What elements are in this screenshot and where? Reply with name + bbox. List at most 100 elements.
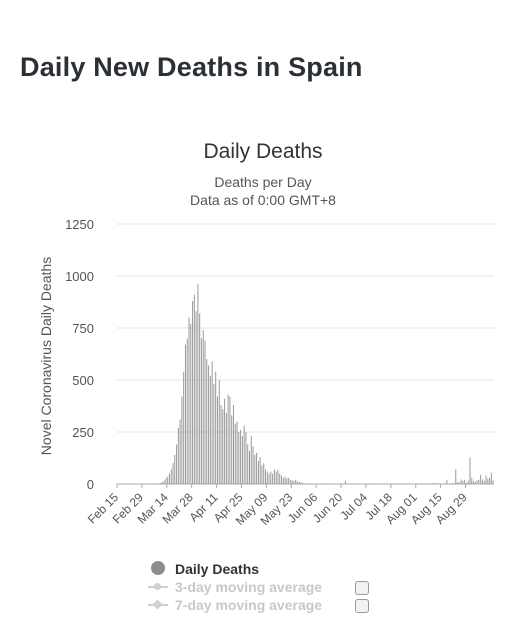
bar[interactable] bbox=[218, 380, 220, 484]
bar[interactable] bbox=[259, 456, 261, 484]
bar[interactable] bbox=[272, 473, 274, 484]
bar[interactable] bbox=[458, 482, 460, 484]
legend-item-7-day-average[interactable]: 7-day moving average bbox=[148, 596, 408, 614]
bar[interactable] bbox=[261, 465, 263, 484]
bar[interactable] bbox=[473, 480, 475, 484]
bar[interactable] bbox=[490, 472, 492, 484]
bar[interactable] bbox=[177, 427, 179, 484]
bar[interactable] bbox=[464, 479, 466, 484]
bar[interactable] bbox=[165, 478, 167, 484]
bar[interactable] bbox=[195, 311, 197, 484]
bar[interactable] bbox=[480, 474, 482, 484]
bar[interactable] bbox=[181, 396, 183, 484]
bar[interactable] bbox=[421, 483, 423, 484]
bar[interactable] bbox=[279, 473, 281, 484]
bar[interactable] bbox=[286, 478, 288, 484]
bar[interactable] bbox=[257, 461, 259, 484]
bar[interactable] bbox=[492, 480, 494, 484]
bar[interactable] bbox=[183, 371, 185, 484]
bar[interactable] bbox=[264, 469, 266, 484]
bar[interactable] bbox=[197, 284, 199, 484]
bar[interactable] bbox=[179, 419, 181, 484]
checkbox-7-day-average[interactable] bbox=[355, 599, 369, 613]
bar[interactable] bbox=[252, 446, 254, 484]
bar[interactable] bbox=[167, 476, 169, 484]
bar[interactable] bbox=[176, 444, 178, 484]
bar[interactable] bbox=[161, 481, 163, 484]
bar[interactable] bbox=[220, 404, 222, 484]
bar[interactable] bbox=[280, 475, 282, 484]
bar[interactable] bbox=[275, 471, 277, 484]
bar[interactable] bbox=[202, 330, 204, 484]
bar[interactable] bbox=[163, 480, 165, 484]
bar[interactable] bbox=[209, 375, 211, 484]
bar[interactable] bbox=[206, 359, 208, 484]
bar[interactable] bbox=[284, 476, 286, 484]
bar[interactable] bbox=[190, 323, 192, 484]
bar[interactable] bbox=[236, 421, 238, 484]
checkbox-3-day-average[interactable] bbox=[355, 581, 369, 595]
bar[interactable] bbox=[288, 477, 290, 484]
bar[interactable] bbox=[478, 479, 480, 484]
bar[interactable] bbox=[297, 481, 298, 485]
bar[interactable] bbox=[184, 344, 186, 484]
bar[interactable] bbox=[304, 483, 306, 484]
bar[interactable] bbox=[485, 475, 487, 484]
bar[interactable] bbox=[234, 423, 236, 484]
bar[interactable] bbox=[256, 452, 258, 484]
bar[interactable] bbox=[273, 469, 275, 484]
bar[interactable] bbox=[457, 481, 459, 484]
bar[interactable] bbox=[254, 454, 256, 484]
bar[interactable] bbox=[268, 473, 270, 484]
bar[interactable] bbox=[224, 398, 226, 484]
bar[interactable] bbox=[293, 480, 295, 484]
bar[interactable] bbox=[245, 432, 247, 484]
bar[interactable] bbox=[455, 469, 457, 484]
bar[interactable] bbox=[295, 479, 297, 484]
bar[interactable] bbox=[487, 478, 489, 484]
bar[interactable] bbox=[172, 463, 174, 484]
bar[interactable] bbox=[289, 479, 291, 484]
bar[interactable] bbox=[216, 396, 218, 484]
bar[interactable] bbox=[215, 371, 217, 484]
bar[interactable] bbox=[204, 340, 206, 484]
bar[interactable] bbox=[451, 483, 453, 484]
bar[interactable] bbox=[277, 469, 279, 484]
bar[interactable] bbox=[250, 436, 252, 484]
bar[interactable] bbox=[200, 338, 202, 484]
bar[interactable] bbox=[188, 317, 190, 484]
bar[interactable] bbox=[232, 404, 234, 484]
bar[interactable] bbox=[481, 479, 483, 484]
bar[interactable] bbox=[213, 384, 215, 484]
bar[interactable] bbox=[211, 361, 213, 484]
bar[interactable] bbox=[241, 436, 243, 484]
bar[interactable] bbox=[193, 294, 195, 484]
bar[interactable] bbox=[192, 300, 194, 484]
bar[interactable] bbox=[300, 482, 302, 484]
bar[interactable] bbox=[160, 482, 162, 484]
legend-item-3-day-average[interactable]: 3-day moving average bbox=[148, 578, 408, 596]
bar[interactable] bbox=[471, 477, 473, 484]
bar[interactable] bbox=[158, 483, 160, 484]
bar[interactable] bbox=[469, 457, 471, 484]
bar[interactable] bbox=[345, 480, 347, 484]
bar[interactable] bbox=[227, 394, 229, 484]
bar[interactable] bbox=[199, 313, 201, 484]
bar[interactable] bbox=[238, 432, 240, 484]
bar[interactable] bbox=[168, 473, 170, 484]
bar[interactable] bbox=[401, 483, 403, 484]
bar[interactable] bbox=[174, 454, 176, 484]
bar[interactable] bbox=[225, 413, 227, 484]
bar[interactable] bbox=[222, 409, 224, 484]
bar[interactable] bbox=[231, 415, 233, 484]
legend-item-daily-deaths[interactable]: Daily Deaths bbox=[148, 560, 408, 578]
bar[interactable] bbox=[465, 482, 467, 484]
bar[interactable] bbox=[460, 479, 462, 484]
bar[interactable] bbox=[248, 450, 250, 484]
bar[interactable] bbox=[432, 483, 434, 484]
bar[interactable] bbox=[489, 477, 491, 484]
bar[interactable] bbox=[483, 480, 485, 484]
bar[interactable] bbox=[170, 469, 172, 484]
bar[interactable] bbox=[208, 365, 210, 484]
bar[interactable] bbox=[474, 481, 476, 484]
